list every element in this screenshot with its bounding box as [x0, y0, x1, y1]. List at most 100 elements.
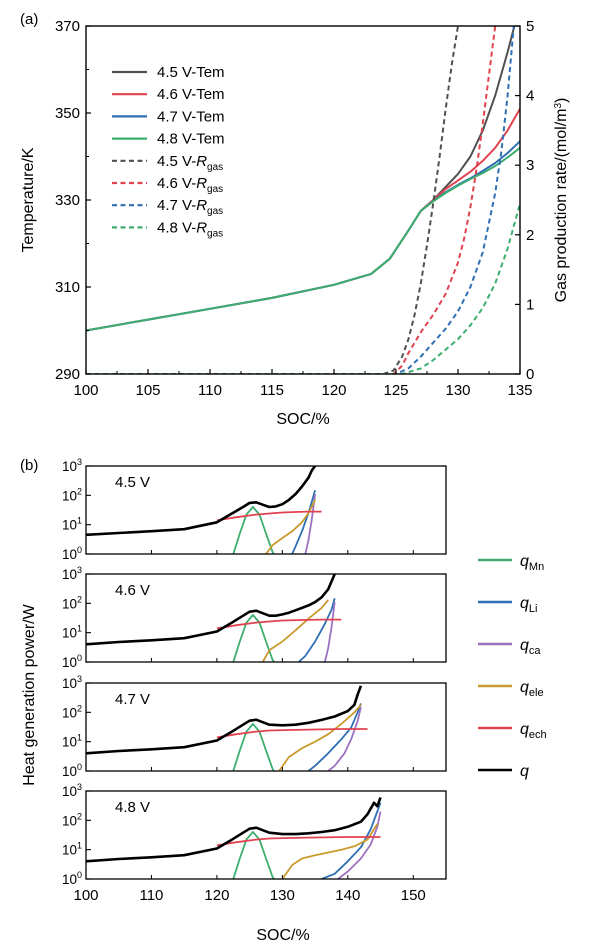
- panel-a-y2-tick-label: 1: [526, 296, 534, 313]
- panel-b-series-line-q-Mn: [232, 723, 275, 771]
- panel-b-legend-label: qLi: [520, 595, 537, 615]
- panel-b-series-line-q-Li: [307, 703, 362, 771]
- panel-a-y2-tick-label: 2: [526, 227, 534, 244]
- panel-b-series-line-q-ele: [278, 704, 362, 771]
- panel-b-x-tick-label: 120: [204, 887, 229, 904]
- panel-a-legend-label: 4.5 V-Rgas: [157, 153, 223, 173]
- panel-a-y-tick-label: 370: [55, 18, 80, 35]
- panel-b-legend-label: qMn: [520, 553, 544, 573]
- panel-a-y2-tick-label: 4: [526, 88, 534, 105]
- panel-a-legend: 4.5 V-Tem 4.6 V-Tem 4.7 V-Tem 4.8 V-Tem 4.5 …: [112, 64, 225, 239]
- panel-b-legend-label: q: [520, 763, 529, 780]
- panel-b-series-line-q-ca: [324, 601, 336, 662]
- panel-a-plot-frame: [85, 25, 521, 375]
- panel-a-label: (a): [20, 11, 38, 28]
- panel-b-subplot-frame: [85, 682, 447, 772]
- panel-b-series-line-q: [86, 685, 363, 755]
- panel-b-legend-label: qech: [520, 721, 547, 741]
- panel-b-x-tick-label: 100: [73, 887, 98, 904]
- panel-a-legend-label: 4.8 V-Tem: [157, 131, 225, 148]
- panel-b-series-line-q-ech: [216, 510, 322, 522]
- panel-b-series-line-q-Mn: [232, 506, 275, 554]
- panel-a-y2-axis-label: Gas production rate/(mol/m3): [553, 98, 571, 303]
- panel-a-y-axis-label: Temperature/K: [20, 147, 37, 252]
- panel-b-series-line-q-ca: [337, 811, 382, 879]
- panel-b-x-tick-label: 140: [335, 887, 360, 904]
- panel-a-x-tick-label: 135: [507, 382, 532, 399]
- panel-a-legend-label: 4.7 V-Rgas: [157, 197, 223, 217]
- panel-a-series-line-7: [86, 203, 520, 374]
- panel-a-y2-tick-label: 3: [526, 157, 534, 174]
- panel-b-y-tick-label: 103: [62, 782, 82, 799]
- panel-a-series-line-2: [86, 140, 520, 332]
- panel-b-subplot: 4.8 V 100 101 102 103: [62, 782, 447, 887]
- panel-a-y-tick-label: 290: [55, 366, 80, 383]
- panel-b-series-line-q-Mn: [232, 831, 275, 879]
- panel-a-series-line-6: [86, 26, 515, 374]
- panel-a-series-line-5: [86, 26, 497, 374]
- panel-a-x-tick-label: 125: [383, 382, 408, 399]
- panel-b-series-line-q-ele: [281, 823, 379, 879]
- panel-a-legend-label: 4.8 V-Rgas: [157, 219, 223, 239]
- panel-b-series-line-q-ech: [216, 618, 342, 630]
- panel-a-x-tick-label: 110: [198, 382, 222, 399]
- panel-a-series-line-0: [86, 26, 516, 332]
- panel-b-subplot: 4.7 V 100 101 102 103: [62, 674, 447, 779]
- panel-b-series-line-q-ech: [216, 836, 381, 847]
- panel-a-y-tick-label: 310: [55, 279, 80, 296]
- panel-b-series-line-q-ele: [261, 599, 329, 662]
- panel-b-y-tick-label: 102: [62, 811, 82, 828]
- panel-b-label: (b): [20, 457, 38, 474]
- panel-b-y-axis-label: Heat generation power/W: [21, 603, 38, 785]
- panel-b-y-tick-label: 101: [62, 841, 82, 858]
- panel-b-subplot-frame: [85, 573, 447, 663]
- panel-a-legend-label: 4.5 V-Tem: [157, 64, 225, 81]
- panel-b-legend: qMn qLi qca qele qech q: [478, 553, 547, 780]
- panel-b-series-line-q: [86, 466, 317, 537]
- panel-b-series-line-q-Li: [298, 597, 336, 662]
- panel-a-y2-tick-label: 0: [526, 366, 534, 383]
- panel-a-legend-label: 4.7 V-Tem: [157, 108, 225, 125]
- panel-b-y-tick-label: 103: [62, 674, 82, 691]
- panel-b-x-axis-label: SOC/%: [256, 927, 309, 944]
- panel-a-y2-tick-label: 5: [526, 18, 534, 35]
- panel-b-subplot-frame: [85, 790, 447, 880]
- panel-a-series-line-4: [86, 26, 459, 374]
- panel-b-y-tick-label: 102: [62, 594, 82, 611]
- panel-a-x-tick-label: 105: [135, 382, 160, 399]
- panel-b-y-tick-label: 100: [62, 762, 82, 779]
- panel-b-y-tick-label: 100: [62, 653, 82, 670]
- panel-a-x-tick-label: 130: [445, 382, 470, 399]
- panel-b-x-tick-label: 110: [139, 887, 163, 904]
- panel-b-y-tick-label: 100: [62, 870, 82, 887]
- panel-a-legend-label: 4.6 V-Tem: [157, 86, 225, 103]
- panel-a-y-tick-label: 330: [55, 192, 80, 209]
- panel-b-y-tick-label: 101: [62, 516, 82, 533]
- panel-a-x-tick-label: 100: [73, 382, 98, 399]
- panel-b-series-line-q-Li: [321, 802, 382, 879]
- panel-b-y-tick-label: 101: [62, 733, 82, 750]
- panel-b-x-tick-label: 150: [401, 887, 426, 904]
- panel-a-y-tick-label: 350: [55, 105, 80, 122]
- panel-b-subplot: 4.5 V 100 101 102 103: [62, 457, 447, 562]
- panel-b-y-tick-label: 102: [62, 703, 82, 720]
- panel-a-x-axis-label: SOC/%: [276, 411, 329, 428]
- panel-b-y-tick-label: 101: [62, 624, 82, 641]
- panel-b-subplot-label: 4.5 V: [115, 474, 150, 491]
- panel-a-legend-label: 4.6 V-Rgas: [157, 175, 223, 195]
- panel-a-series-line-3: [86, 147, 520, 332]
- panel-b-legend-label: qca: [520, 637, 541, 657]
- panel-b-series-line-q-ech: [216, 728, 368, 739]
- panel-a: (a) 100 105 110 115 120 125 130 135290310330350…: [20, 11, 571, 428]
- panel-b-subplot-label: 4.6 V: [115, 582, 150, 599]
- panel-b-y-tick-label: 103: [62, 457, 82, 474]
- panel-a-series-line-1: [86, 108, 520, 332]
- panel-b-x-tick-label: 130: [270, 887, 295, 904]
- panel-b-series-line-q: [86, 797, 382, 863]
- panel-b-series-line-q: [86, 574, 336, 646]
- panel-b-subplot-frame: [85, 465, 447, 555]
- panel-b-y-tick-label: 100: [62, 545, 82, 562]
- panel-b-subplot: 4.6 V 100 101 102 103: [62, 565, 447, 670]
